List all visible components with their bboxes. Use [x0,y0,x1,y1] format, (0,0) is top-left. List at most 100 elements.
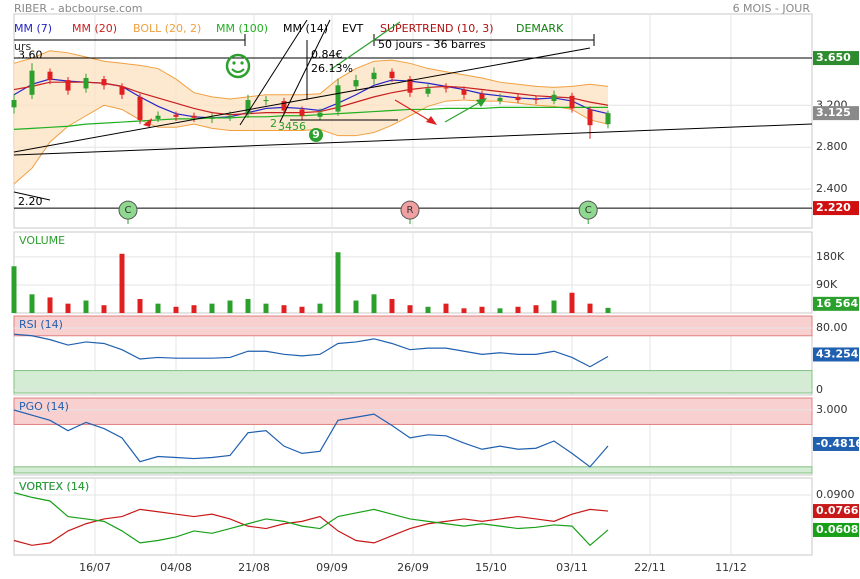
indicator-line [13,508,609,546]
volume-bar [209,303,215,313]
legend-entry: MM (100) [216,22,268,35]
candle-body [569,95,575,109]
smiley [225,53,251,79]
signal-label: C [125,205,132,216]
volume-bar [569,292,575,313]
volume-bar [119,253,125,313]
panel-title: VORTEX (14) [19,480,89,493]
indicator-line [13,409,609,468]
x-tick-label: 04/08 [160,561,192,574]
indicator-line [13,492,609,547]
volume-bar [371,294,377,313]
volume-bar [137,298,143,313]
legend-entry: EVT [342,22,363,35]
bollinger-fill [14,50,608,184]
trend-line [13,191,51,201]
volume-bar [587,303,593,313]
panel-title: PGO (14) [19,400,69,413]
candle-body [65,80,71,91]
panel-title: VORTEX (14) [19,480,89,493]
volume-bar [425,306,431,313]
value-box [813,201,859,216]
candle-body [209,117,215,119]
moving-average [13,81,609,116]
y-tick-label: 90K [816,278,838,291]
panels: 16/07 04/08 21/08 09/09 26/09 15/10 03/11 22/11… [11,13,860,574]
note: urs [14,40,31,53]
smiley-eye [240,61,244,65]
candle-body [335,85,341,112]
candle-body [227,115,233,117]
trend-line [13,47,591,153]
volume-bar [407,305,413,313]
oversold-zone [13,370,813,394]
x-tick-label: 16/07 [79,561,111,574]
x-tick-label: 11/12 [715,561,747,574]
volume-bar [47,297,53,313]
y-tick-label: 0.0900 [816,488,855,501]
candle-body [29,70,35,95]
note: 3456 [278,120,306,133]
panel-title: VOLUME [19,234,65,247]
bollinger-lower [13,99,609,185]
legend-entry: MM (7) [14,22,52,35]
volume-bar [245,298,251,313]
volume-bar [101,305,107,313]
value-box [813,51,859,66]
candle-body [497,97,503,102]
y-tick-label: 180K [816,250,845,263]
trend-line [279,19,331,123]
volume-bar [299,306,305,313]
value-box-label: 3.125 [816,106,851,119]
note: 2 [270,117,277,130]
volume-bar [479,306,485,313]
candle-body [371,72,377,80]
trend-line [239,19,308,126]
note: 50 jours - 36 barres [378,38,486,51]
legend-entry: BOLL (20, 2) [133,22,201,35]
candle-body [191,115,197,118]
candle-body [551,94,557,102]
candle-body [137,96,143,120]
candle-body [389,71,395,78]
arrow-head [476,98,487,107]
note: 26.13% [311,62,353,75]
panel-title: RSI (14) [19,318,63,331]
x-tick-label: 26/09 [397,561,429,574]
legend-entry: DEMARK [516,22,564,35]
candle-body [533,98,539,101]
volume-bar [353,300,359,313]
candle-body [515,96,521,101]
smiley-mouth [231,68,245,73]
overbought-zone [13,397,813,425]
value-box [813,296,859,311]
arrow-head [143,118,152,127]
smiley-eye [232,61,236,65]
volume-bar [533,305,539,313]
y-tick-label: 2.400 [816,182,848,195]
candle-body [101,79,107,86]
volume-bar [173,306,179,313]
candle-body [119,86,125,95]
legend-entry: SUPERTREND (10, 3) [380,22,494,35]
oversold-zone [13,466,813,474]
candle-body [245,100,251,114]
candle-body [11,100,17,108]
indicator-line [13,333,609,368]
y-tick-label: 80.00 [816,321,848,334]
volume-bar [263,303,269,313]
candle-body [317,112,323,117]
y-tick-label: 3.000 [816,403,848,416]
x-tick-label: 21/08 [238,561,270,574]
value-box [813,504,859,519]
volume-bar [281,305,287,313]
volume-bar [461,308,467,313]
x-tick-label: 03/11 [556,561,588,574]
candle-body [299,109,305,116]
legend-entry: MM (14) [283,22,328,35]
candle-body [281,101,287,111]
arrow [394,99,433,123]
value-box-label: -0.4816 [816,437,860,450]
y-tick-label: 0 [816,383,823,396]
